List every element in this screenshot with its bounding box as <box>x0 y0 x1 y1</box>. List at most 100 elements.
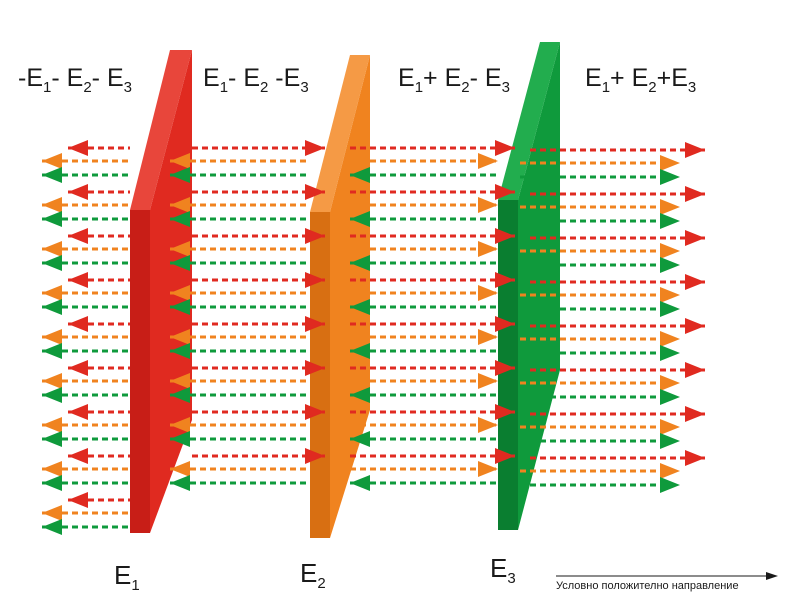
red-arrowhead <box>495 272 515 288</box>
orange-arrowhead <box>660 243 680 259</box>
plate-e3-top <box>498 42 560 200</box>
green-arrowhead <box>350 387 370 403</box>
positive-direction-caption: Условно положително направление <box>556 580 739 592</box>
green-arrowhead <box>350 431 370 447</box>
orange-arrowhead <box>42 417 62 433</box>
green-arrowhead <box>350 167 370 183</box>
orange-arrowhead <box>660 375 680 391</box>
green-arrowhead <box>170 167 190 183</box>
red-arrowhead <box>305 316 325 332</box>
green-arrowhead <box>660 433 680 449</box>
green-arrowhead <box>170 343 190 359</box>
green-arrowhead <box>42 299 62 315</box>
red-arrowhead <box>68 316 88 332</box>
plate-label-e1: E1 <box>114 560 140 594</box>
green-arrowhead <box>42 387 62 403</box>
red-arrowhead <box>305 184 325 200</box>
orange-arrowhead <box>660 199 680 215</box>
green-arrowhead <box>42 519 62 535</box>
red-arrowhead <box>68 448 88 464</box>
orange-arrowhead <box>42 241 62 257</box>
green-arrowhead <box>660 301 680 317</box>
red-arrowhead <box>305 272 325 288</box>
green-arrowhead <box>660 389 680 405</box>
plate-e3-front <box>518 42 560 530</box>
orange-arrowhead <box>660 331 680 347</box>
orange-arrowhead <box>42 461 62 477</box>
green-arrowhead <box>170 255 190 271</box>
red-arrowhead <box>68 184 88 200</box>
orange-arrowhead <box>170 417 190 433</box>
orange-arrowhead <box>478 373 498 389</box>
green-arrowhead <box>170 387 190 403</box>
red-arrowhead <box>495 448 515 464</box>
green-arrowhead <box>660 169 680 185</box>
region-expression-4: E1+ E2+E3 <box>585 64 697 96</box>
green-arrowhead <box>170 299 190 315</box>
green-arrowhead <box>42 167 62 183</box>
orange-arrowhead <box>660 155 680 171</box>
red-arrowhead <box>685 230 705 246</box>
positive-direction-arrowhead <box>766 572 778 580</box>
orange-arrowhead <box>170 461 190 477</box>
red-arrowhead <box>685 186 705 202</box>
green-arrowhead <box>350 343 370 359</box>
red-arrowhead <box>495 404 515 420</box>
region-expression-3: E1+ E2- E3 <box>398 64 510 96</box>
green-arrowhead <box>350 475 370 491</box>
red-arrowhead <box>495 140 515 156</box>
green-arrowhead <box>42 475 62 491</box>
orange-arrowhead <box>478 153 498 169</box>
red-arrowhead <box>685 142 705 158</box>
red-arrowhead <box>305 448 325 464</box>
green-arrowhead <box>660 213 680 229</box>
orange-arrowhead <box>478 329 498 345</box>
region-expression-1: -E1- E2- E3 <box>18 64 132 96</box>
red-arrowhead <box>68 228 88 244</box>
region-expression-2: E1- E2 -E3 <box>203 64 309 96</box>
plate-e2-top <box>310 55 370 212</box>
green-arrowhead <box>42 211 62 227</box>
green-arrowhead <box>660 345 680 361</box>
orange-arrowhead <box>170 153 190 169</box>
red-arrowhead <box>305 140 325 156</box>
orange-arrowhead <box>42 505 62 521</box>
red-arrowhead <box>68 360 88 376</box>
green-arrowhead <box>42 431 62 447</box>
red-arrowhead <box>685 450 705 466</box>
green-arrowhead <box>170 431 190 447</box>
orange-arrowhead <box>478 461 498 477</box>
red-arrowhead <box>305 228 325 244</box>
green-arrowhead <box>42 343 62 359</box>
red-arrowhead <box>68 140 88 156</box>
orange-arrowhead <box>42 373 62 389</box>
orange-arrowhead <box>42 153 62 169</box>
orange-arrowhead <box>170 373 190 389</box>
red-arrowhead <box>685 274 705 290</box>
green-arrowhead <box>660 477 680 493</box>
green-arrowhead <box>42 255 62 271</box>
orange-arrowhead <box>42 329 62 345</box>
orange-arrowhead <box>42 197 62 213</box>
plate-label-e3: E3 <box>490 553 516 587</box>
plate-e1-side <box>130 210 150 533</box>
red-arrowhead <box>495 228 515 244</box>
red-arrowhead <box>685 362 705 378</box>
green-arrowhead <box>350 211 370 227</box>
red-arrowhead <box>495 184 515 200</box>
green-arrowhead <box>170 211 190 227</box>
plate-e1-top <box>130 50 192 210</box>
red-arrowhead <box>68 492 88 508</box>
orange-arrowhead <box>660 463 680 479</box>
red-arrowhead <box>68 404 88 420</box>
red-arrowhead <box>305 360 325 376</box>
red-arrowhead <box>305 404 325 420</box>
green-arrowhead <box>170 475 190 491</box>
green-arrowhead <box>660 257 680 273</box>
red-arrowhead <box>495 316 515 332</box>
orange-arrowhead <box>660 419 680 435</box>
orange-arrowhead <box>170 329 190 345</box>
plate-label-e2: E2 <box>300 558 326 592</box>
